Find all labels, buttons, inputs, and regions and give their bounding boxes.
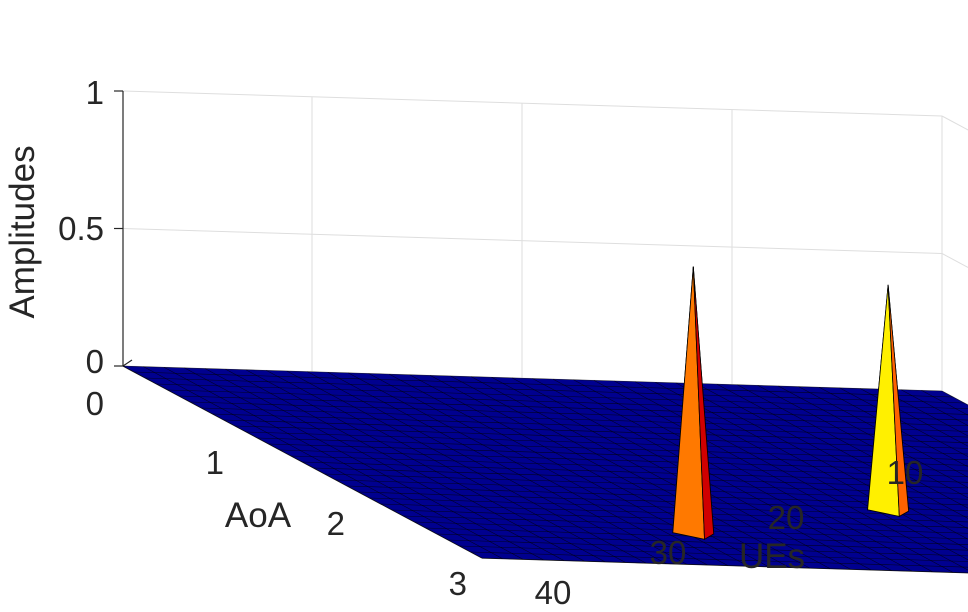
mesh-line xyxy=(655,382,968,550)
mesh-line xyxy=(327,372,687,565)
mesh-line xyxy=(593,380,954,573)
mesh-line xyxy=(614,380,968,571)
mesh-line xyxy=(204,368,565,561)
mesh-line xyxy=(429,375,790,568)
grid-line xyxy=(122,90,943,117)
x-axis-label: AoA xyxy=(225,496,292,535)
mesh-line xyxy=(163,367,524,560)
grid-line xyxy=(941,115,968,131)
mesh-line xyxy=(470,376,831,569)
y-tick-label: 40 xyxy=(535,574,572,611)
mesh-line xyxy=(122,365,483,559)
x-tick-label: 3 xyxy=(449,565,467,602)
mesh-line xyxy=(286,370,646,564)
mesh-line xyxy=(225,368,585,562)
mesh-line xyxy=(307,371,667,564)
y-axis-label: UEs xyxy=(739,537,805,576)
mesh-line xyxy=(757,385,968,499)
mesh-line xyxy=(532,378,892,571)
mesh-line xyxy=(798,386,968,478)
mesh-line xyxy=(778,385,968,488)
peak-layer xyxy=(672,266,910,540)
mesh-line xyxy=(552,378,913,572)
z-tick-label: 0 xyxy=(86,343,104,380)
peak-face xyxy=(887,284,910,518)
mesh-line xyxy=(450,375,810,569)
mesh-line xyxy=(573,379,933,572)
mesh-line xyxy=(491,377,851,570)
x-tick-label: 1 xyxy=(206,444,224,481)
mesh-line xyxy=(266,370,626,563)
x-tick-label: 2 xyxy=(327,505,345,542)
mesh-line xyxy=(143,366,503,559)
mesh-line xyxy=(859,388,968,447)
y-tick-label: 30 xyxy=(650,534,687,571)
y-tick-label: 10 xyxy=(887,454,924,491)
z-axis-label: Amplitudes xyxy=(3,145,42,318)
x-tick-mark xyxy=(122,359,133,367)
mesh-line xyxy=(245,369,605,562)
mesh-line xyxy=(737,384,968,509)
mesh-line xyxy=(675,382,968,540)
mesh-line xyxy=(900,389,968,426)
z-tick-label: 1 xyxy=(86,74,104,111)
surface-mesh xyxy=(122,365,968,574)
x-tick-label: 0 xyxy=(86,385,104,422)
peak-face xyxy=(692,266,715,540)
grid-line xyxy=(122,228,943,254)
z-tick-label: 0.5 xyxy=(58,210,104,247)
mesh-line xyxy=(368,373,728,566)
y-tick-label: 20 xyxy=(768,499,805,536)
mesh-line xyxy=(184,367,544,561)
mesh-line xyxy=(880,388,968,437)
mesh-line xyxy=(348,372,708,566)
